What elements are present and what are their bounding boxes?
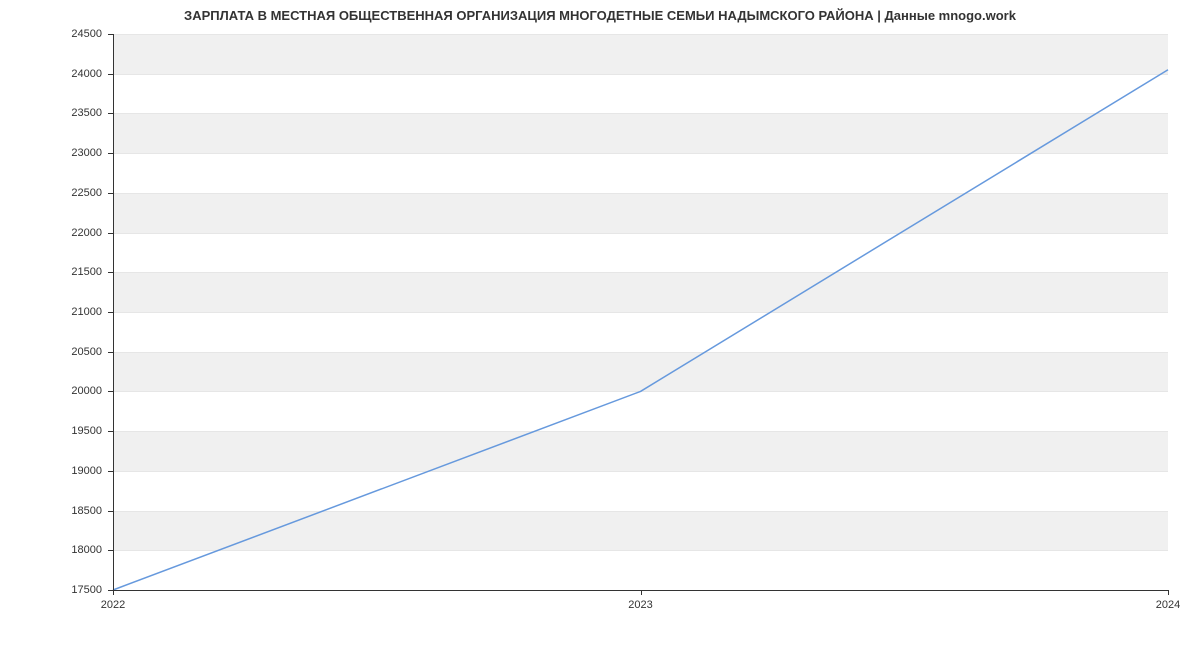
y-tick-mark	[108, 431, 113, 432]
y-tick-mark	[108, 352, 113, 353]
y-tick-label: 23500	[0, 107, 102, 119]
x-tick-mark	[1168, 590, 1169, 595]
x-tick-label: 2024	[1156, 599, 1180, 611]
y-tick-mark	[108, 74, 113, 75]
y-tick-mark	[108, 511, 113, 512]
y-axis-line	[113, 34, 114, 590]
y-tick-label: 23000	[0, 147, 102, 159]
y-tick-mark	[108, 34, 113, 35]
y-tick-label: 22500	[0, 187, 102, 199]
x-tick-mark	[113, 590, 114, 595]
y-tick-label: 24000	[0, 68, 102, 80]
y-tick-mark	[108, 153, 113, 154]
y-tick-label: 18500	[0, 505, 102, 517]
y-tick-label: 17500	[0, 584, 102, 596]
y-tick-label: 21000	[0, 306, 102, 318]
y-tick-mark	[108, 113, 113, 114]
y-tick-label: 24500	[0, 28, 102, 40]
y-tick-label: 19000	[0, 465, 102, 477]
y-tick-mark	[108, 233, 113, 234]
y-tick-mark	[108, 391, 113, 392]
chart-container: ЗАРПЛАТА В МЕСТНАЯ ОБЩЕСТВЕННАЯ ОРГАНИЗА…	[0, 0, 1200, 650]
y-tick-mark	[108, 193, 113, 194]
y-tick-label: 19500	[0, 425, 102, 437]
line-series	[113, 34, 1168, 590]
y-tick-mark	[108, 471, 113, 472]
y-tick-label: 21500	[0, 266, 102, 278]
y-tick-label: 18000	[0, 544, 102, 556]
chart-title: ЗАРПЛАТА В МЕСТНАЯ ОБЩЕСТВЕННАЯ ОРГАНИЗА…	[0, 8, 1200, 23]
x-tick-mark	[641, 590, 642, 595]
y-tick-mark	[108, 312, 113, 313]
x-tick-label: 2022	[101, 599, 125, 611]
y-tick-label: 20500	[0, 346, 102, 358]
x-tick-label: 2023	[628, 599, 652, 611]
plot-area	[113, 34, 1168, 590]
y-tick-mark	[108, 550, 113, 551]
y-tick-label: 22000	[0, 227, 102, 239]
y-tick-mark	[108, 272, 113, 273]
y-tick-label: 20000	[0, 385, 102, 397]
